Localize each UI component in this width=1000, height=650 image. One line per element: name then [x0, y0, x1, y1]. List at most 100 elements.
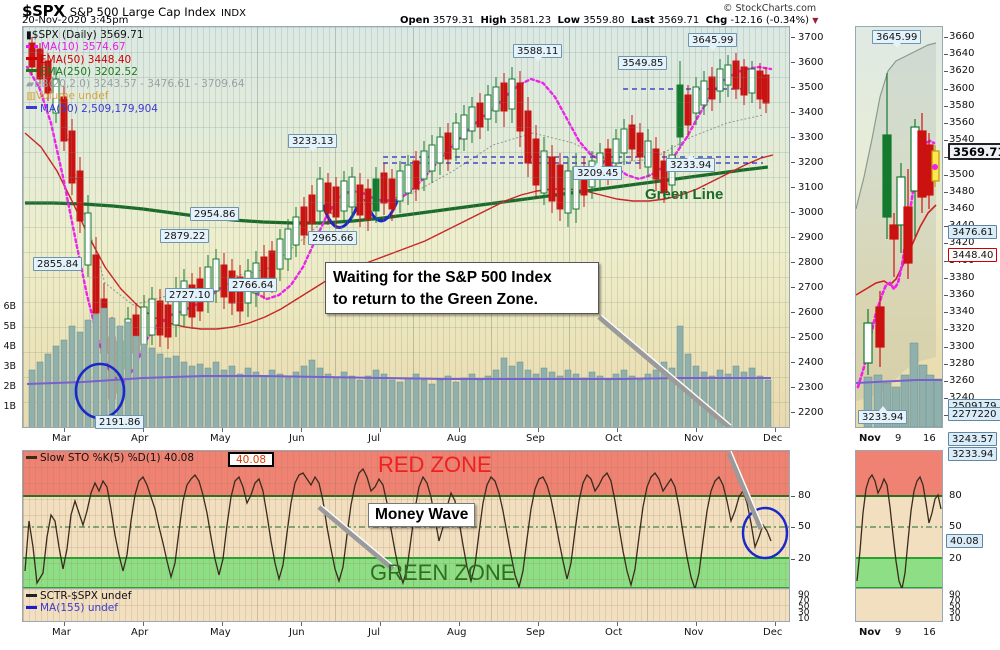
- gridline-v: [47, 27, 48, 427]
- gridline-v: [587, 451, 588, 597]
- gridline-v: [203, 589, 204, 621]
- mini-price-panel[interactable]: [855, 26, 943, 428]
- price-axis-label: 2300: [798, 382, 824, 393]
- gridline-v: [71, 27, 72, 427]
- gridline-v: [713, 27, 714, 427]
- gridline-v: [125, 451, 126, 597]
- gridline-v: [287, 27, 288, 427]
- legend-ma155: MA(155) undef: [40, 602, 118, 615]
- gridline-v: [353, 27, 354, 427]
- gridline-v: [521, 27, 522, 427]
- gridline-v: [761, 589, 762, 621]
- gridline-h: [23, 52, 789, 53]
- stochastic-y-axis: 80 50 20 90 70 50 30 10: [791, 450, 851, 638]
- volume-bars-icon: ▥: [26, 90, 36, 103]
- gridline-v: [137, 27, 138, 427]
- axis-tick: [791, 112, 795, 113]
- axis-tick: [944, 364, 948, 365]
- gridline-v: [47, 451, 48, 597]
- sctr-axis-label: 50: [798, 602, 810, 612]
- gridline-v: [635, 589, 636, 621]
- mini-stochastic-value-tag: 40.08: [946, 534, 983, 548]
- gridline-v: [695, 27, 696, 427]
- mini-price-flag-low: 3233.94: [858, 406, 908, 424]
- chevron-down-icon[interactable]: ▼: [812, 16, 819, 25]
- gridline-v: [101, 27, 102, 427]
- quote-datetime: 20-Nov-2020 3:45pm: [22, 15, 129, 26]
- gridline-v: [731, 451, 732, 597]
- axis-tick: [791, 312, 795, 313]
- gridline-v: [443, 589, 444, 621]
- gridline-v: [665, 27, 666, 427]
- callout-annotation: Waiting for the S&P 500 Index to return …: [325, 262, 599, 314]
- gridline-v: [713, 451, 714, 597]
- gridline-v: [23, 589, 24, 621]
- axis-tick: [538, 428, 539, 432]
- gridline-v: [155, 27, 156, 427]
- callout-line-1: Waiting for the S&P 500 Index: [333, 269, 552, 286]
- gridline-h: [23, 563, 789, 564]
- gridline-v: [335, 589, 336, 621]
- legend-ma10: MA(10) 3574.67: [41, 41, 126, 54]
- symbol-ticker: $SPX: [22, 2, 65, 20]
- gridline-v: [299, 589, 300, 621]
- ohlc-quote-bar: Open 3579.31 High 3581.23 Low 3559.80 La…: [400, 15, 818, 26]
- gridline-v: [377, 27, 378, 427]
- axis-tick: [944, 71, 948, 72]
- mini-price-axis-label: 3460: [949, 203, 975, 214]
- legend-price: $SPX (Daily) 3569.71: [31, 29, 144, 41]
- gridline-v: [533, 589, 534, 621]
- price-axis-label: 2200: [798, 407, 824, 418]
- gridline-v: [401, 589, 402, 621]
- gridline-v: [569, 27, 570, 427]
- sctr-panel[interactable]: [22, 588, 790, 622]
- gridline-v: [605, 589, 606, 621]
- gridline-v: [497, 451, 498, 597]
- gridline-v: [701, 589, 702, 621]
- gridline-v: [413, 27, 414, 427]
- x-axis-month-label: Jun: [289, 433, 305, 444]
- price-flag-label: 2855.84: [33, 257, 83, 271]
- gridline-v: [95, 27, 96, 427]
- price-axis-label: 3000: [798, 207, 824, 218]
- gridline-v: [143, 451, 144, 597]
- gridline-v: [605, 451, 606, 597]
- gridline-v: [461, 589, 462, 621]
- gridline-v: [407, 589, 408, 621]
- gridline-v: [749, 589, 750, 621]
- gridline-v: [419, 27, 420, 427]
- mini-price-axis-label: 3420: [949, 237, 975, 248]
- gridline-v: [557, 589, 558, 621]
- gridline-v: [755, 451, 756, 597]
- gridline-v: [689, 451, 690, 597]
- gridline-v: [395, 27, 396, 427]
- gridline-v: [773, 451, 774, 597]
- axis-tick: [380, 622, 381, 626]
- gridline-v: [23, 27, 24, 427]
- gridline-v: [317, 589, 318, 621]
- mini-x-axis-label: 16: [923, 627, 936, 638]
- gridline-v: [683, 27, 684, 427]
- stochastic-panel[interactable]: [22, 450, 790, 598]
- gridline-v: [491, 589, 492, 621]
- mini-stochastic-panel[interactable]: [855, 450, 943, 598]
- gridline-v: [239, 451, 240, 597]
- gridline-v: [677, 451, 678, 597]
- gridline-v: [197, 589, 198, 621]
- axis-tick: [791, 162, 795, 163]
- gridline-v: [557, 451, 558, 597]
- price-flag-label: 3233.94: [666, 154, 716, 172]
- mini-sctr-panel[interactable]: [855, 588, 943, 622]
- gridline-v: [323, 27, 324, 427]
- gridline-v: [545, 27, 546, 427]
- gridline-v: [509, 451, 510, 597]
- gridline-v: [293, 589, 294, 621]
- mini-stochastic-line: [856, 473, 942, 592]
- gridline-v: [785, 27, 786, 427]
- price-chart-panel[interactable]: [22, 26, 790, 428]
- axis-tick: [944, 261, 948, 262]
- mini-price-axis-label: 3380: [949, 272, 975, 283]
- gridline-v: [659, 451, 660, 597]
- gridline-v: [329, 589, 330, 621]
- gridline-v: [179, 27, 180, 427]
